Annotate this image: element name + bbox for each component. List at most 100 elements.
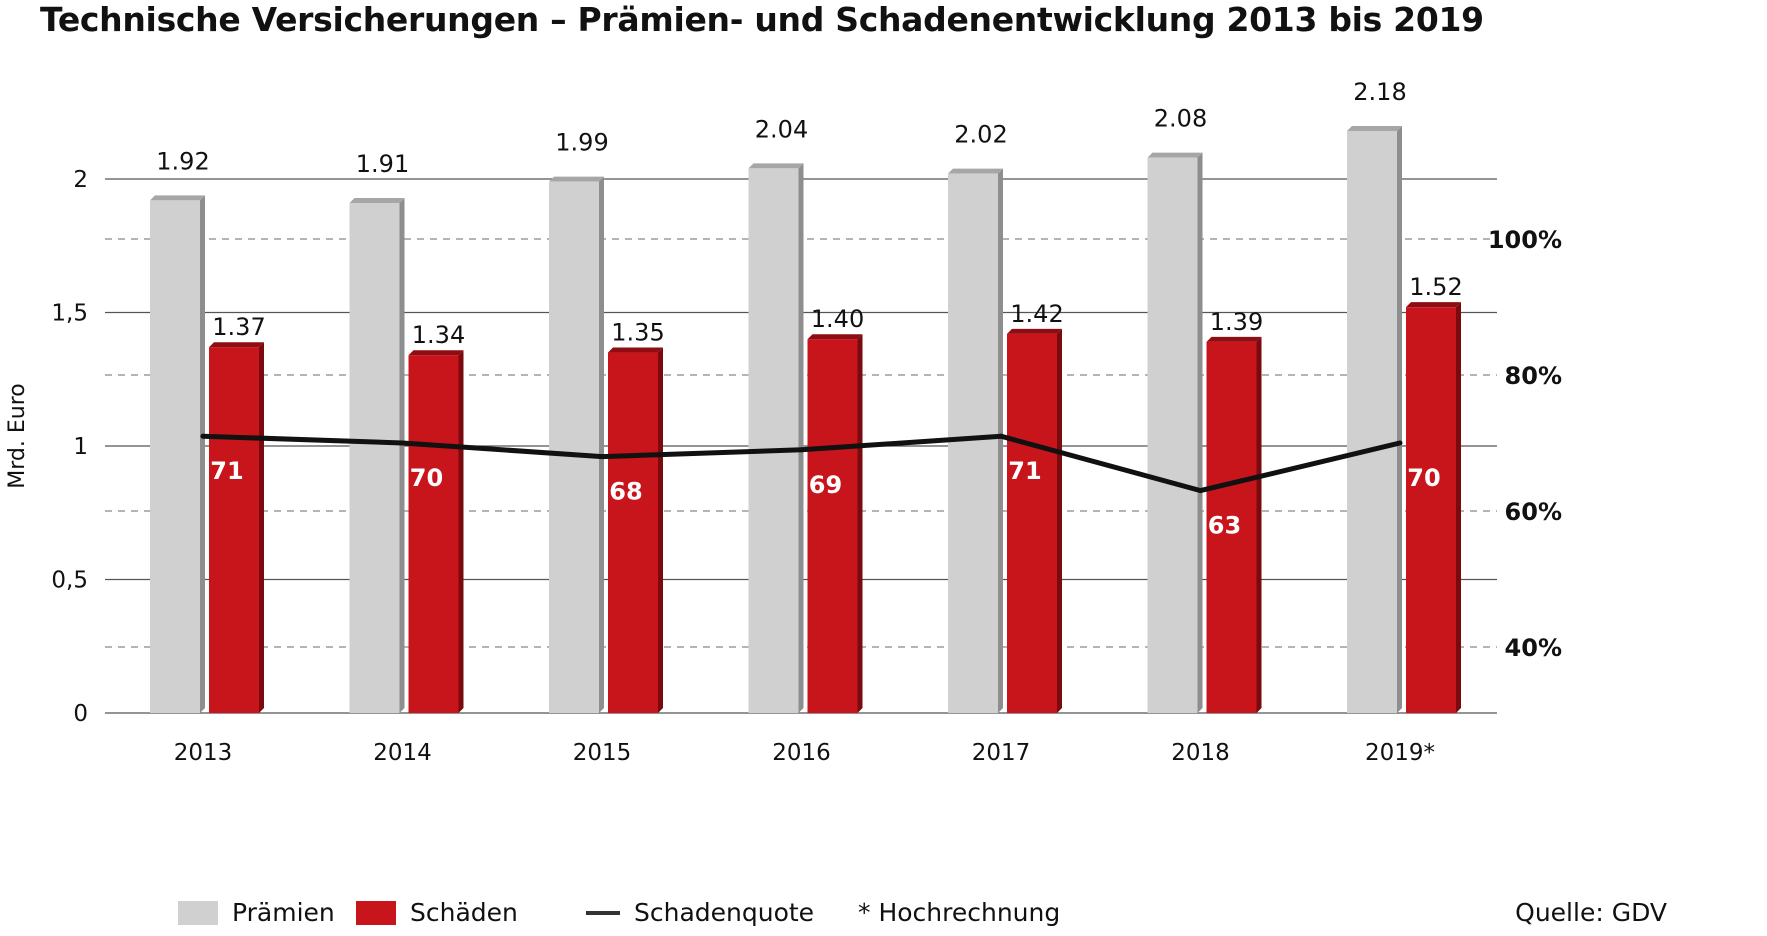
legend-label-premiums: Prämien — [232, 898, 335, 927]
bar-premiums-2013-top — [150, 195, 205, 201]
ratio-point — [599, 454, 605, 460]
legend-label-claims: Schäden — [410, 898, 518, 927]
x-tick-label: 2015 — [573, 740, 632, 766]
x-tick-label: 2019* — [1365, 740, 1435, 766]
y-tick-label: 1 — [73, 434, 88, 460]
value-label-premiums: 2.08 — [1154, 105, 1207, 133]
y-tick-label: 1,5 — [51, 301, 88, 327]
bar-premiums-2018 — [1147, 157, 1198, 713]
ratio-value-label: 71 — [210, 457, 243, 485]
value-label-claims: 1.42 — [1010, 300, 1063, 328]
legend-swatch-claims — [356, 900, 396, 925]
chart: 0 0,5 1 1,5 2 40% 60% 80% 100% Mrd. Euro 1.92 1.37 2… — [5, 78, 1562, 766]
bar-premiums-2017-top — [948, 168, 1003, 174]
bar-claims-2014-side — [458, 350, 464, 713]
bar-claims-2015 — [608, 352, 658, 713]
y-tick-label: 0 — [73, 701, 88, 727]
bar-premiums-2014-side — [399, 198, 405, 713]
legend-item-claims: Schäden — [356, 898, 518, 927]
bar-claims-2017-side — [1057, 328, 1062, 713]
value-label-premiums: 1.99 — [555, 129, 608, 157]
ratio-value-label: 68 — [609, 478, 642, 506]
bar-premiums-2019* — [1347, 130, 1397, 713]
ratio-value-label: 69 — [809, 471, 842, 499]
legend-label-ratio: Schadenquote — [634, 898, 815, 927]
bar-claims-2013-side — [259, 342, 264, 713]
source-note: Quelle: GDV — [1515, 898, 1667, 927]
bar-premiums-2013 — [150, 200, 200, 714]
ratio-point — [799, 447, 804, 453]
y-tick-label: 2 — [73, 167, 88, 193]
bar-claims-2015-top — [608, 347, 663, 353]
legend-item-note: * Hochrechnung — [858, 898, 1060, 927]
bar-premiums-2015-top — [549, 176, 604, 182]
bar-premiums-2018-top — [1147, 152, 1203, 158]
legend: Prämien Schäden Schadenquote * Hochrechn… — [178, 898, 1767, 932]
bar-premiums-2015-side — [599, 176, 604, 714]
bar-claims-2014-top — [408, 350, 464, 356]
bar-premiums-2016-top — [748, 163, 804, 169]
bar-claims-2019*-side — [1456, 302, 1461, 713]
value-label-claims: 1.40 — [811, 305, 864, 333]
bar-claims-2016-side — [857, 334, 863, 713]
x-tick-label: 2013 — [174, 740, 233, 766]
bar-claims-2013-top — [209, 342, 264, 348]
value-label-premiums: 1.92 — [156, 147, 209, 175]
legend-item-premiums: Prämien — [178, 898, 335, 927]
bar-claims-2015-side — [658, 347, 663, 713]
value-label-claims: 1.35 — [611, 319, 664, 347]
legend-swatch-ratio — [586, 910, 620, 915]
x-tick-label: 2018 — [1171, 740, 1230, 766]
bar-claims-2013 — [209, 347, 259, 713]
legend-item-ratio: Schadenquote — [586, 898, 814, 927]
ratio-point — [998, 433, 1004, 439]
bar-claims-2019*-top — [1406, 302, 1461, 308]
legend-label-note: * Hochrechnung — [858, 898, 1061, 927]
y2-tick-label: 80% — [1505, 362, 1562, 390]
value-label-premiums: 2.04 — [755, 115, 808, 143]
y2-tick-label: 60% — [1505, 498, 1562, 526]
value-label-claims: 1.34 — [412, 321, 465, 349]
ratio-value-label: 70 — [410, 464, 443, 492]
x-tick-label: 2017 — [972, 740, 1031, 766]
bar-premiums-2019*-side — [1397, 125, 1402, 713]
y2-tick-label: 40% — [1505, 634, 1562, 662]
value-label-premiums: 2.02 — [954, 121, 1007, 149]
value-label-claims: 1.52 — [1409, 273, 1462, 301]
y-tick-label: 0,5 — [51, 568, 88, 594]
value-label-premiums: 1.91 — [356, 150, 409, 178]
ratio-point — [1397, 440, 1403, 446]
x-tick-label: 2016 — [772, 740, 831, 766]
bar-claims-2014 — [408, 355, 459, 713]
value-label-claims: 1.39 — [1210, 308, 1263, 336]
bar-premiums-2017 — [948, 173, 998, 713]
bar-claims-2016 — [807, 339, 858, 713]
bar-premiums-2015 — [549, 181, 599, 714]
bar-premiums-2016-side — [798, 163, 804, 713]
value-label-claims: 1.37 — [212, 313, 265, 341]
ratio-point — [400, 440, 405, 446]
bar-claims-2017 — [1007, 333, 1057, 713]
bar-claims-2019* — [1406, 307, 1456, 713]
bar-claims-2018-top — [1206, 336, 1262, 342]
legend-swatch-premiums — [178, 900, 218, 925]
bar-premiums-2016 — [748, 168, 799, 713]
bar-claims-2017-top — [1007, 328, 1062, 334]
bar-claims-2018 — [1206, 341, 1257, 713]
value-label-premiums: 2.18 — [1353, 78, 1406, 106]
bar-premiums-2014 — [349, 203, 400, 713]
chart-title: Technische Versicherungen – Prämien- und… — [40, 0, 1484, 39]
ratio-value-label: 71 — [1008, 457, 1041, 485]
y-axis-title: Mrd. Euro — [5, 383, 30, 488]
bar-premiums-2013-side — [200, 195, 205, 714]
bar-premiums-2018-side — [1197, 152, 1203, 713]
ratio-value-label: 70 — [1407, 464, 1440, 492]
x-tick-label: 2014 — [373, 740, 432, 766]
ratio-value-label: 63 — [1208, 512, 1241, 540]
ratio-point — [200, 433, 206, 439]
bar-premiums-2019*-top — [1347, 125, 1402, 131]
bar-premiums-2017-side — [998, 168, 1003, 713]
y2-tick-label: 100% — [1488, 226, 1562, 254]
ratio-point — [1198, 488, 1203, 494]
bar-claims-2016-top — [807, 334, 863, 340]
